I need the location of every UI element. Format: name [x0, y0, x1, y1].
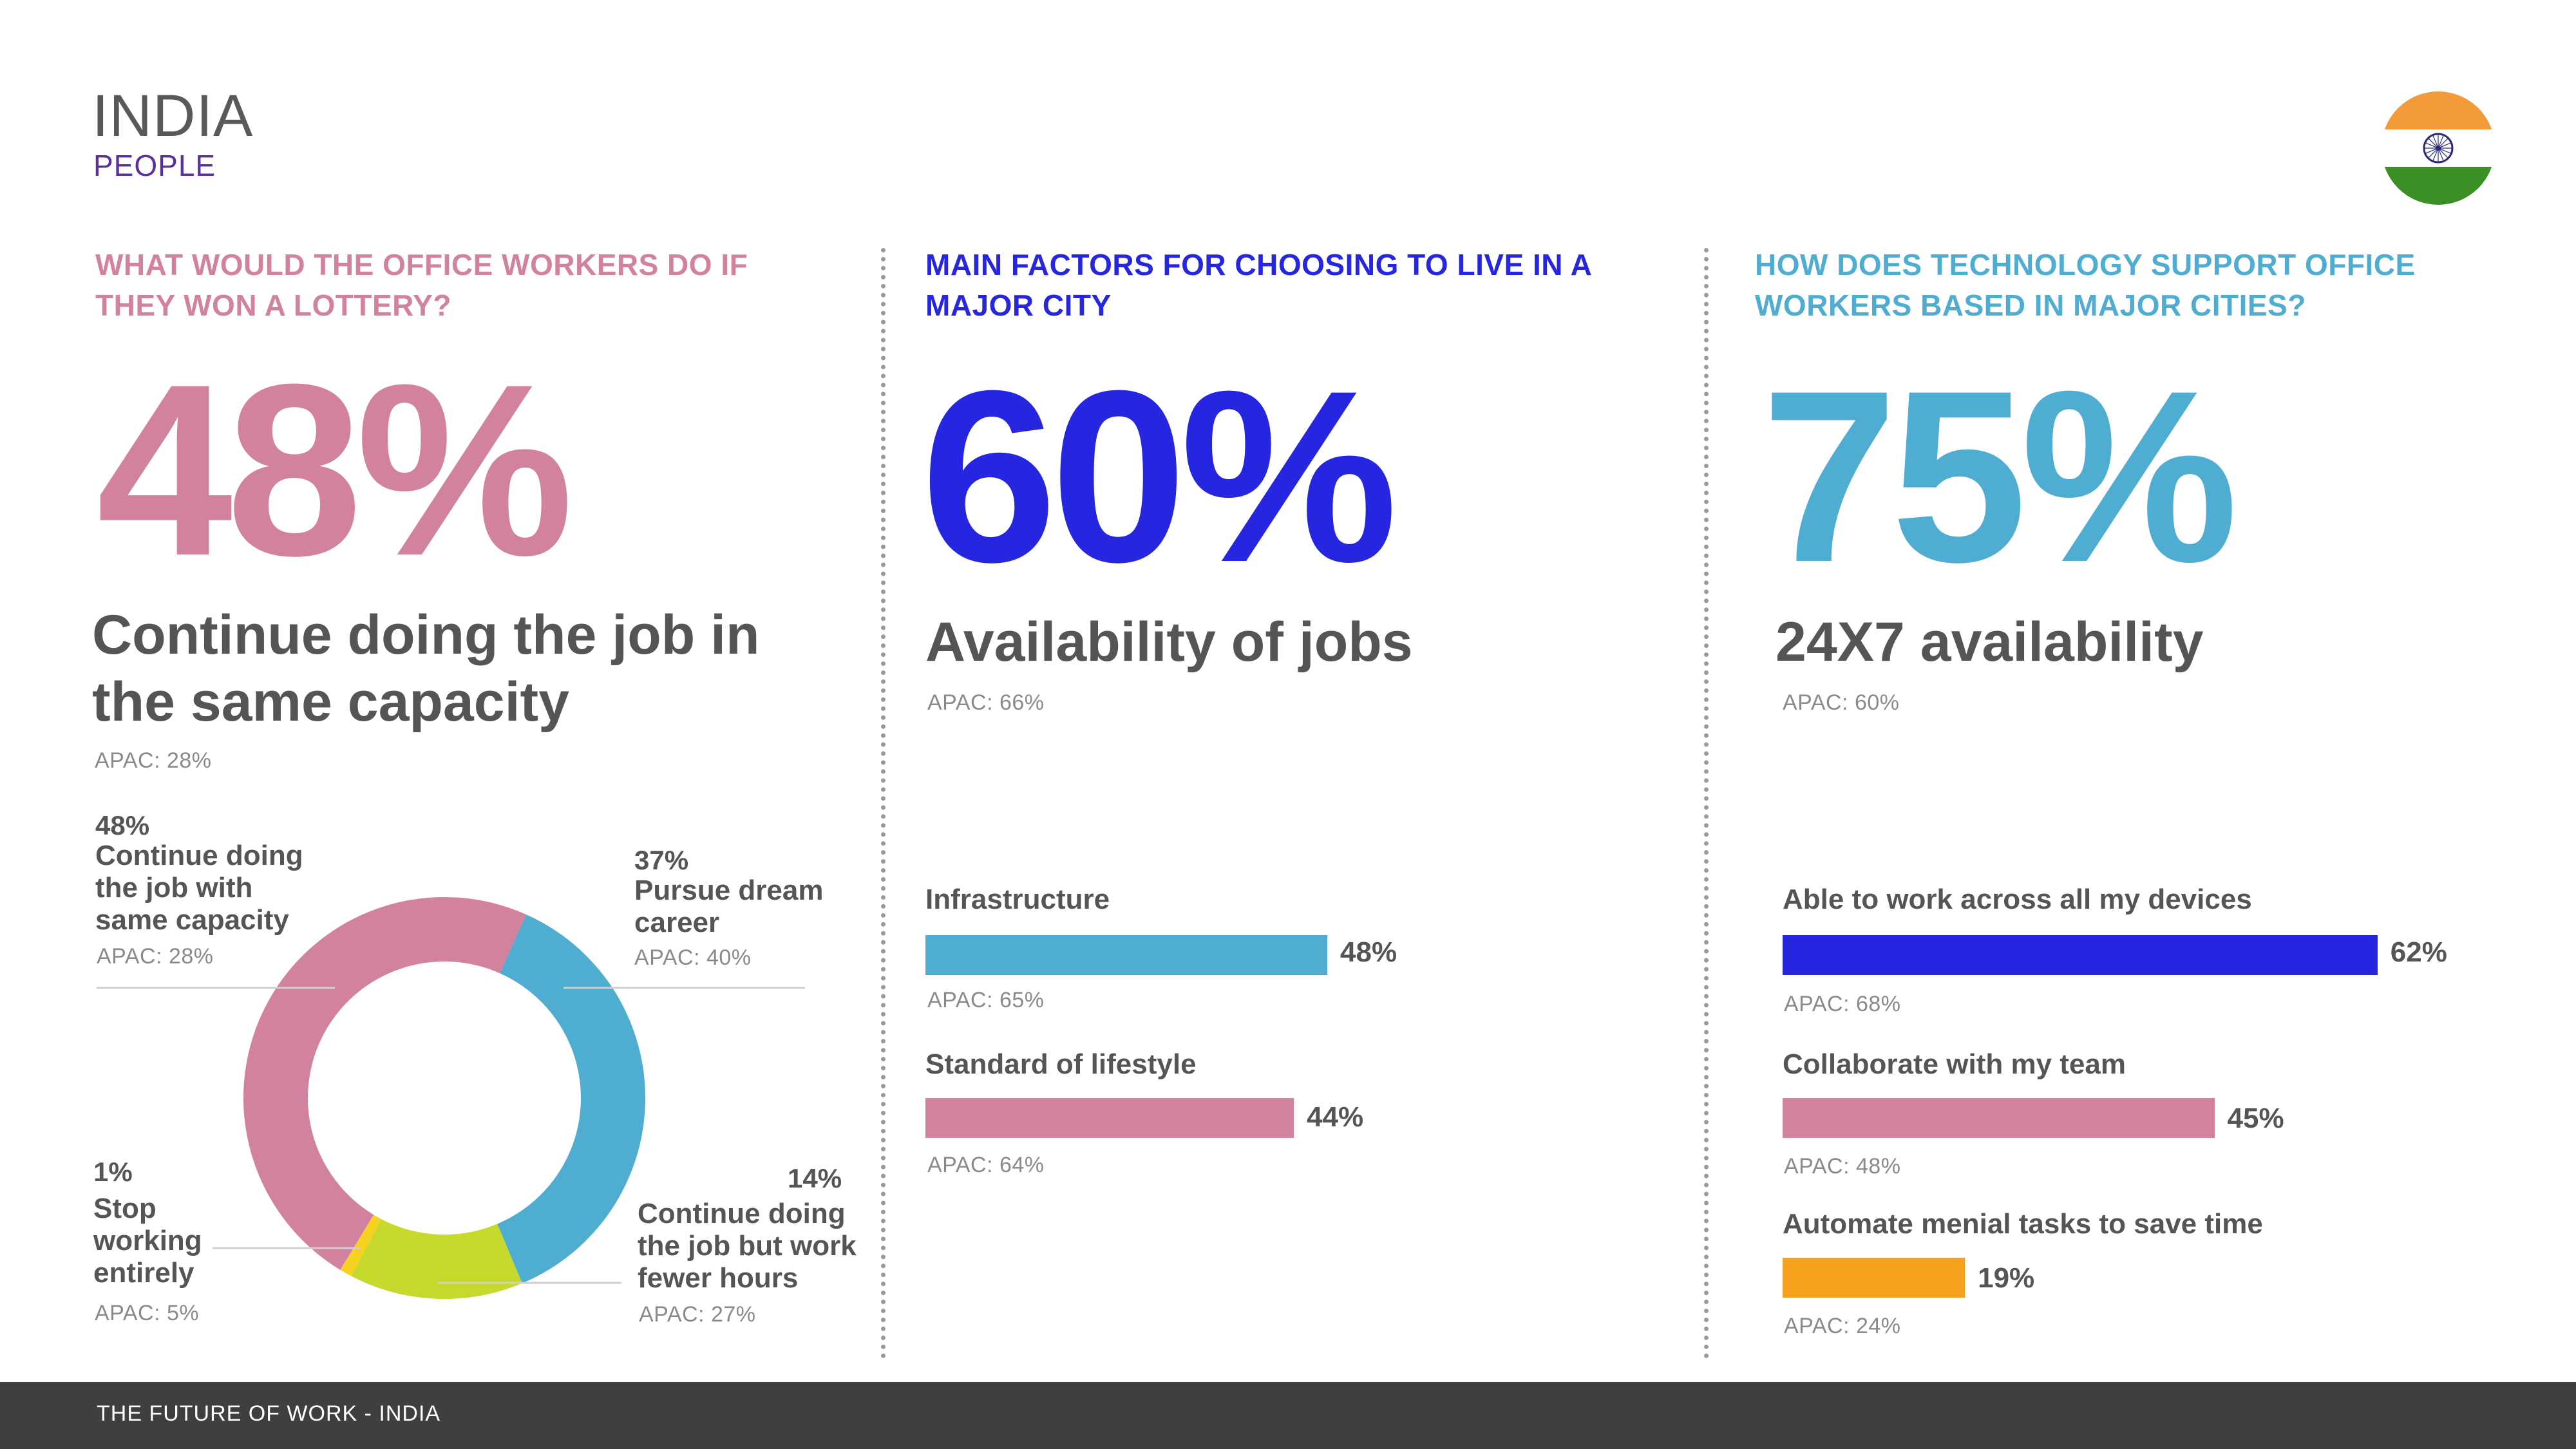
tech-bar-collaborate	[1783, 1098, 2215, 1138]
slice-apac-dream-career: APAC: 40%	[634, 945, 752, 970]
slice-label-same-capacity: Continue doing the job with same capacit…	[95, 840, 303, 936]
slice-apac-stop-working: APAC: 5%	[95, 1301, 200, 1325]
slice-apac-same-capacity: APAC: 28%	[97, 944, 214, 969]
lottery-apac: APAC: 28%	[95, 748, 212, 773]
lottery-big-value: 48%	[97, 333, 574, 607]
tech-apac: APAC: 60%	[1783, 690, 1900, 715]
india-flag-icon	[2382, 91, 2495, 205]
tech-bar-automate	[1783, 1258, 1965, 1298]
footer-bar	[0, 1382, 2576, 1449]
slice-label-stop-working: Stop working entirely	[93, 1193, 202, 1289]
city-bar-infrastructure	[925, 935, 1327, 975]
slice-label-fewer-hours: Continue doing the job but work fewer ho…	[638, 1198, 857, 1294]
tech-bar-devices	[1783, 935, 2378, 975]
city-bar-apac-infrastructure: APAC: 65%	[927, 988, 1045, 1012]
donut-slice-2	[243, 897, 645, 1299]
city-apac: APAC: 66%	[927, 690, 1045, 715]
lottery-donut-chart	[243, 897, 645, 1299]
tech-question: HOW DOES TECHNOLOGY SUPPORT OFFICE WORKE…	[1755, 248, 2416, 322]
slice-label-pct-same-capacity: 48%	[95, 810, 150, 840]
slice-label-pct-dream-career: 37%	[634, 845, 689, 875]
tech-bar-value-devices: 62%	[2390, 936, 2447, 968]
slice-apac-fewer-hours: APAC: 27%	[639, 1302, 756, 1327]
city-bar-value-infrastructure: 48%	[1340, 936, 1397, 968]
tech-bar-label-devices: Able to work across all my devices	[1783, 884, 2252, 915]
city-bar-lifestyle	[925, 1098, 1294, 1138]
tech-bar-apac-devices: APAC: 68%	[1784, 992, 1901, 1016]
country-title: INDIA	[92, 83, 254, 149]
footer-text: THE FUTURE OF WORK - INDIA	[97, 1401, 441, 1426]
lottery-headline: Continue doing the job in the same capac…	[92, 604, 760, 733]
slice-label-pct-stop-working: 1%	[93, 1157, 133, 1187]
city-question: MAIN FACTORS FOR CHOOSING TO LIVE IN A M…	[925, 248, 1591, 322]
city-headline: Availability of jobs	[925, 611, 1413, 673]
tech-big-value: 75%	[1761, 339, 2239, 613]
city-bar-label-lifestyle: Standard of lifestyle	[925, 1048, 1197, 1080]
tech-headline: 24X7 availability	[1776, 611, 2204, 673]
slice-label-dream-career: Pursue dream career	[634, 875, 824, 938]
tech-bar-value-collaborate: 45%	[2227, 1103, 2284, 1134]
slice-label-pct-fewer-hours: 14%	[788, 1163, 842, 1193]
tech-bar-label-collaborate: Collaborate with my team	[1783, 1048, 2126, 1080]
city-big-value: 60%	[921, 339, 1398, 613]
city-bar-value-lifestyle: 44%	[1307, 1101, 1364, 1133]
lottery-question: WHAT WOULD THE OFFICE WORKERS DO IF THEY…	[95, 248, 748, 322]
tech-bar-apac-automate: APAC: 24%	[1784, 1314, 1901, 1338]
tech-bar-apac-collaborate: APAC: 48%	[1784, 1154, 1901, 1179]
city-bar-apac-lifestyle: APAC: 64%	[927, 1153, 1045, 1177]
divider-1	[881, 248, 886, 1359]
divider-2	[1704, 248, 1709, 1359]
donut-slice-1	[243, 897, 645, 1299]
section-subtitle: PEOPLE	[93, 149, 216, 182]
donut-slice-3	[243, 897, 645, 1299]
tech-bar-label-automate: Automate menial tasks to save time	[1783, 1208, 2263, 1240]
tech-bar-value-automate: 19%	[1978, 1262, 2035, 1294]
city-bar-label-infrastructure: Infrastructure	[925, 884, 1110, 915]
